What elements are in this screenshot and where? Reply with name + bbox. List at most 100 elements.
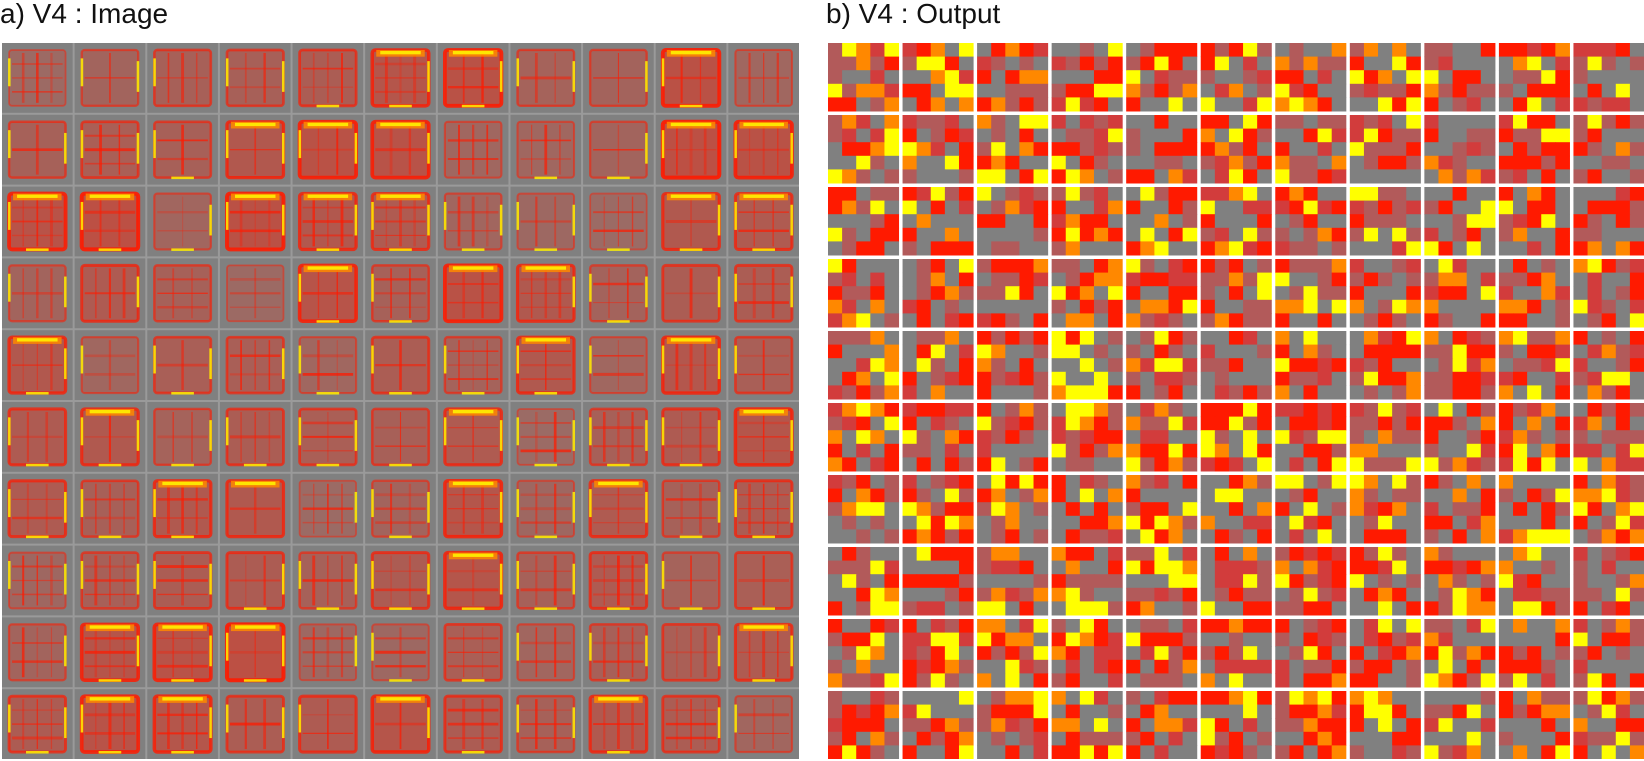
output-cell — [1126, 691, 1198, 759]
image-cell — [437, 43, 509, 113]
output-cell — [1424, 691, 1496, 759]
output-cell — [902, 43, 974, 112]
output-cell — [1200, 115, 1272, 184]
output-cell — [1424, 115, 1496, 184]
image-cell — [292, 330, 364, 400]
image-cell — [655, 43, 727, 113]
output-cell — [1126, 259, 1198, 328]
image-cell — [583, 689, 654, 759]
output-cell — [1275, 259, 1347, 328]
output-cell — [1200, 331, 1272, 400]
image-cell — [437, 617, 509, 688]
image-cell — [219, 114, 291, 185]
image-cell — [219, 473, 291, 544]
image-cell — [583, 330, 654, 400]
image-cell — [147, 43, 218, 113]
image-cell — [147, 473, 218, 544]
output-cell — [1126, 619, 1198, 688]
image-cell — [292, 43, 364, 113]
output-cell — [1200, 619, 1272, 688]
image-cell — [728, 473, 799, 544]
output-cell — [1498, 403, 1570, 472]
output-cell — [902, 547, 974, 616]
output-cell — [1275, 547, 1347, 616]
output-cell — [1349, 115, 1421, 184]
output-cell — [1573, 691, 1644, 759]
output-cell — [1498, 187, 1570, 256]
image-cell — [147, 258, 218, 329]
image-cell — [74, 402, 146, 472]
output-cell — [1200, 475, 1272, 544]
image-cell — [728, 402, 799, 472]
image-cell — [437, 473, 509, 544]
output-cell — [902, 619, 974, 688]
image-cell — [2, 545, 73, 616]
image-cell — [655, 330, 727, 400]
output-cell — [828, 115, 900, 184]
output-cell — [1424, 187, 1496, 256]
output-cell — [1051, 259, 1123, 328]
output-cell — [902, 259, 974, 328]
output-cell — [1424, 619, 1496, 688]
image-cell — [292, 689, 364, 759]
image-cell — [510, 402, 582, 472]
image-cell — [219, 689, 291, 759]
output-cell — [1424, 43, 1496, 112]
output-cell — [1200, 547, 1272, 616]
image-cell — [219, 43, 291, 113]
image-cell — [655, 114, 727, 185]
image-cell — [74, 617, 146, 688]
panel-a-title: a) V4 : Image — [0, 0, 169, 29]
image-cell — [728, 43, 799, 113]
image-cell — [2, 330, 73, 400]
output-cell — [828, 619, 900, 688]
output-cell — [1349, 475, 1421, 544]
image-cell — [510, 114, 582, 185]
image-cell — [292, 114, 364, 185]
output-cell — [1051, 691, 1123, 759]
image-cell — [74, 114, 146, 185]
output-cell — [1051, 403, 1123, 472]
output-cell — [1498, 259, 1570, 328]
panel-a-image-grid — [2, 43, 799, 759]
image-cell — [510, 545, 582, 616]
output-cell — [1498, 619, 1570, 688]
output-cell — [977, 43, 1049, 112]
output-cell — [1349, 547, 1421, 616]
image-cell — [219, 545, 291, 616]
output-cell — [1126, 547, 1198, 616]
image-cell — [510, 689, 582, 759]
output-cell — [828, 475, 900, 544]
output-cell — [1051, 115, 1123, 184]
image-cell — [655, 402, 727, 472]
image-cell — [74, 330, 146, 400]
image-cell — [728, 186, 799, 257]
image-cell — [74, 186, 146, 257]
output-cell — [1126, 403, 1198, 472]
image-cell — [365, 114, 436, 185]
output-cell — [1126, 475, 1198, 544]
image-cell — [292, 186, 364, 257]
image-grid-canvas — [2, 43, 799, 759]
image-cell — [365, 402, 436, 472]
output-cell — [1051, 547, 1123, 616]
image-cell — [655, 545, 727, 616]
output-cell — [1424, 403, 1496, 472]
image-cell — [583, 114, 654, 185]
panel-b-title: b) V4 : Output — [826, 0, 1001, 29]
panel-b-output-grid — [828, 43, 1644, 759]
output-cell — [1126, 43, 1198, 112]
image-cell — [728, 330, 799, 400]
output-cell — [1275, 475, 1347, 544]
output-cell — [1275, 115, 1347, 184]
output-cell — [1051, 187, 1123, 256]
image-cell — [147, 617, 218, 688]
image-cell — [147, 114, 218, 185]
output-cell — [902, 331, 974, 400]
image-cell — [583, 617, 654, 688]
image-cell — [510, 43, 582, 113]
output-cell — [1349, 259, 1421, 328]
image-cell — [219, 258, 291, 329]
output-cell — [1349, 331, 1421, 400]
output-cell — [1275, 331, 1347, 400]
